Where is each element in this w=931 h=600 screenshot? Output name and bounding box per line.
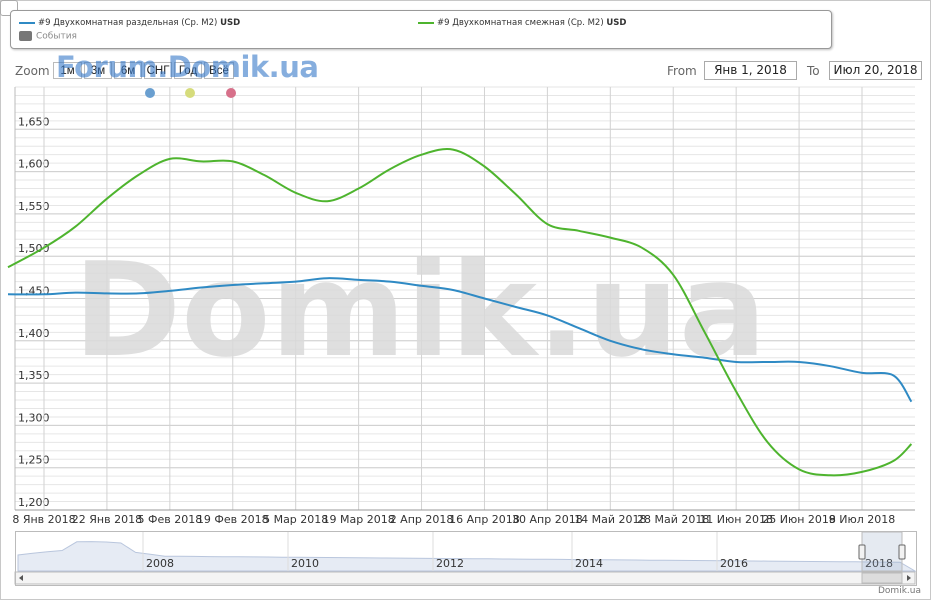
x-tick-label: 22 Янв 2018 bbox=[72, 513, 142, 526]
y-tick-label: 1,400 bbox=[18, 327, 50, 340]
footer-credit: Domik.ua bbox=[878, 586, 921, 596]
y-tick-label: 1,350 bbox=[18, 369, 50, 382]
y-tick-label: 1,500 bbox=[18, 242, 50, 255]
legend-item-events[interactable]: События bbox=[19, 31, 77, 42]
from-label: From bbox=[667, 64, 697, 78]
scroll-left-arrow-icon bbox=[19, 575, 23, 581]
to-label: To bbox=[807, 64, 820, 78]
y-tick-label: 1,300 bbox=[18, 411, 50, 424]
scrollbar-thumb bbox=[861, 572, 903, 584]
zoom-button-ytd[interactable]: СНГ bbox=[144, 62, 172, 79]
marker-dot-red bbox=[226, 88, 236, 98]
x-tick-label: 5 Мар 2018 bbox=[263, 513, 328, 526]
navigator-year-label: 2010 bbox=[291, 557, 319, 570]
x-tick-label: 14 Май 2018 bbox=[574, 513, 646, 526]
y-tick-label: 1,600 bbox=[18, 158, 50, 171]
legend-swatch-series1 bbox=[19, 21, 35, 24]
y-tick-label: 1,650 bbox=[18, 115, 50, 128]
x-tick-label: 28 Май 2018 bbox=[637, 513, 709, 526]
x-tick-label: 19 Фев 2018 bbox=[197, 513, 269, 526]
y-tick-label: 1,450 bbox=[18, 285, 50, 298]
x-tick-label: 11 Июн 2018 bbox=[699, 513, 773, 526]
y-tick-label: 1,200 bbox=[18, 496, 50, 509]
y-tick-label: 1,250 bbox=[18, 454, 50, 467]
x-tick-label: 5 Фев 2018 bbox=[137, 513, 202, 526]
events-label: События bbox=[36, 31, 77, 42]
domik-watermark: Domik.ua bbox=[73, 234, 766, 386]
navigator-year-label: 2014 bbox=[575, 557, 603, 570]
zoom-button-1y[interactable]: Год bbox=[174, 62, 202, 79]
navigator-year-label: 2012 bbox=[436, 557, 464, 570]
series-line-1 bbox=[7, 277, 913, 403]
navigator[interactable] bbox=[15, 531, 917, 586]
navigator-year-label: 2016 bbox=[720, 557, 748, 570]
zoom-label: Zoom bbox=[15, 64, 50, 78]
x-tick-label: 8 Янв 2018 bbox=[12, 513, 75, 526]
x-tick-label: 9 Июл 2018 bbox=[829, 513, 896, 526]
legend-unit-series2: USD bbox=[606, 18, 627, 28]
legend-label-series1: #9 Двухкомнатная раздельная (Ср. М2) bbox=[38, 18, 218, 28]
legend-item-series1[interactable]: #9 Двухкомнатная раздельная (Ср. М2) USD bbox=[19, 18, 240, 28]
legend: #9 Двухкомнатная раздельная (Ср. М2) USD… bbox=[10, 10, 832, 49]
scroll-right-arrow-icon bbox=[907, 575, 911, 581]
navigator-handle-left bbox=[858, 544, 866, 560]
legend-item-series2[interactable]: #9 Двухкомнатная смежная (Ср. М2) USD bbox=[418, 18, 626, 28]
navigator-year-label: 2008 bbox=[146, 557, 174, 570]
x-tick-label: 30 Апр 2018 bbox=[512, 513, 583, 526]
navigator-series bbox=[17, 541, 917, 572]
marker-dot-blue bbox=[145, 88, 155, 98]
x-tick-label: 25 Июн 2018 bbox=[762, 513, 836, 526]
zoom-button-all[interactable]: Всё bbox=[204, 62, 234, 79]
legend-unit-series1: USD bbox=[220, 18, 241, 28]
x-tick-label: 16 Апр 2018 bbox=[449, 513, 520, 526]
navigator-handle-right bbox=[898, 544, 906, 560]
x-tick-label: 19 Мар 2018 bbox=[323, 513, 395, 526]
zoom-button-6m[interactable]: 6м bbox=[114, 62, 142, 79]
zoom-button-3m[interactable]: 3м bbox=[84, 62, 112, 79]
y-tick-label: 1,550 bbox=[18, 200, 50, 213]
x-tick-label: 2 Апр 2018 bbox=[390, 513, 454, 526]
marker-dot-yellow bbox=[185, 88, 195, 98]
series-line-2 bbox=[7, 148, 913, 477]
legend-swatch-series2 bbox=[418, 21, 434, 24]
from-date-input[interactable]: Янв 1, 2018 bbox=[704, 61, 797, 80]
events-swatch bbox=[19, 31, 32, 41]
zoom-button-1m[interactable]: 1м bbox=[53, 62, 82, 79]
to-date-input[interactable]: Июл 20, 2018 bbox=[829, 61, 922, 80]
navigator-year-label: 2018 bbox=[865, 557, 893, 570]
legend-label-series2: #9 Двухкомнатная смежная (Ср. М2) bbox=[437, 18, 604, 28]
